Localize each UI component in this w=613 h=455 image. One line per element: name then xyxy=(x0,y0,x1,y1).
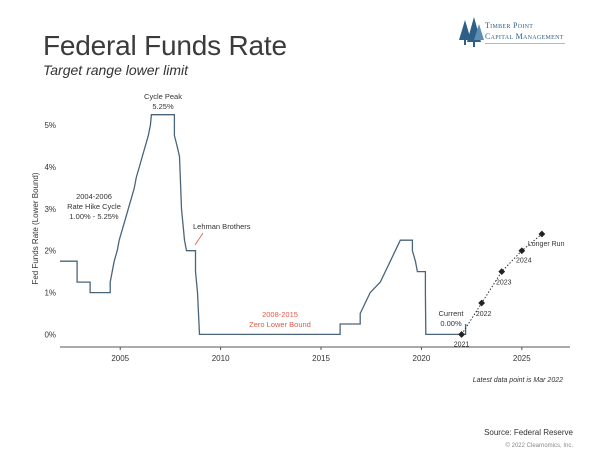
x-tick-label: 2015 xyxy=(312,354,330,363)
y-tick-label: 2% xyxy=(44,247,56,256)
projection-point xyxy=(458,331,465,338)
annotation-zero-lower-bound: 2008-2015 xyxy=(262,310,298,319)
brand-logo: Timber Point Capital Management xyxy=(458,16,568,50)
y-tick-label: 5% xyxy=(44,121,56,130)
chart-axes: 2005 2010 2015 2020 2025 0% 1% 2% 3% 4% 5% Fed Fund… xyxy=(31,121,570,363)
x-tick-label: 2025 xyxy=(513,354,531,363)
pine-trees-icon xyxy=(459,17,484,47)
projection-point-label: 2024 xyxy=(516,258,532,265)
y-tick-label: 3% xyxy=(44,205,56,214)
y-axis-label: Fed Funds Rate (Lower Bound) xyxy=(31,172,40,284)
brand-name-line2: Capital Management xyxy=(485,32,564,41)
annotation-current: 0.00% xyxy=(440,319,462,328)
chart-title: Federal Funds Rate xyxy=(43,30,287,61)
chart-series: 2021 2022 2023 2024 Longer Run xyxy=(60,114,565,348)
x-tick-label: 2020 xyxy=(413,354,431,363)
projection-point xyxy=(478,299,486,307)
annotation-cycle-peak: 5.25% xyxy=(152,102,174,111)
source-text: Source: Federal Reserve xyxy=(484,428,573,437)
x-tick-label: 2005 xyxy=(111,354,129,363)
projection-point-label: 2022 xyxy=(476,311,492,318)
brand-name-line1: Timber Point xyxy=(485,21,534,30)
projection-point-label: Longer Run xyxy=(528,241,565,248)
fed-rate-line xyxy=(60,114,467,336)
brand-name: Timber Point Capital Management xyxy=(485,20,564,42)
projection-point-label: 2021 xyxy=(454,341,470,348)
data-note: Latest data point is Mar 2022 xyxy=(472,377,563,384)
y-tick-label: 1% xyxy=(44,289,56,298)
annotation-lehman: Lehman Brothers xyxy=(193,222,251,231)
copyright-text: © 2022 Clearnomics, Inc. xyxy=(505,443,573,449)
projection-point xyxy=(498,268,506,276)
y-tick-label: 4% xyxy=(44,163,56,172)
annotation-zero-lower-bound: Zero Lower Bound xyxy=(249,320,311,329)
x-tick-label: 2010 xyxy=(212,354,230,363)
brand-divider xyxy=(485,43,565,44)
projection-point-label: 2023 xyxy=(496,280,512,287)
projection-line xyxy=(461,233,543,335)
chart-subtitle: Target range lower limit xyxy=(43,62,188,78)
projection-point xyxy=(538,230,546,238)
annotation-hike-cycle: 2004-2006 xyxy=(76,192,112,201)
annotation-current: Current xyxy=(438,309,464,318)
y-tick-label: 0% xyxy=(44,330,56,339)
annotation-hike-cycle: Rate Hike Cycle xyxy=(67,202,121,211)
lehman-leader-line xyxy=(194,232,204,246)
annotation-cycle-peak: Cycle Peak xyxy=(144,92,182,101)
annotation-hike-cycle: 1.00% - 5.25% xyxy=(69,212,119,221)
